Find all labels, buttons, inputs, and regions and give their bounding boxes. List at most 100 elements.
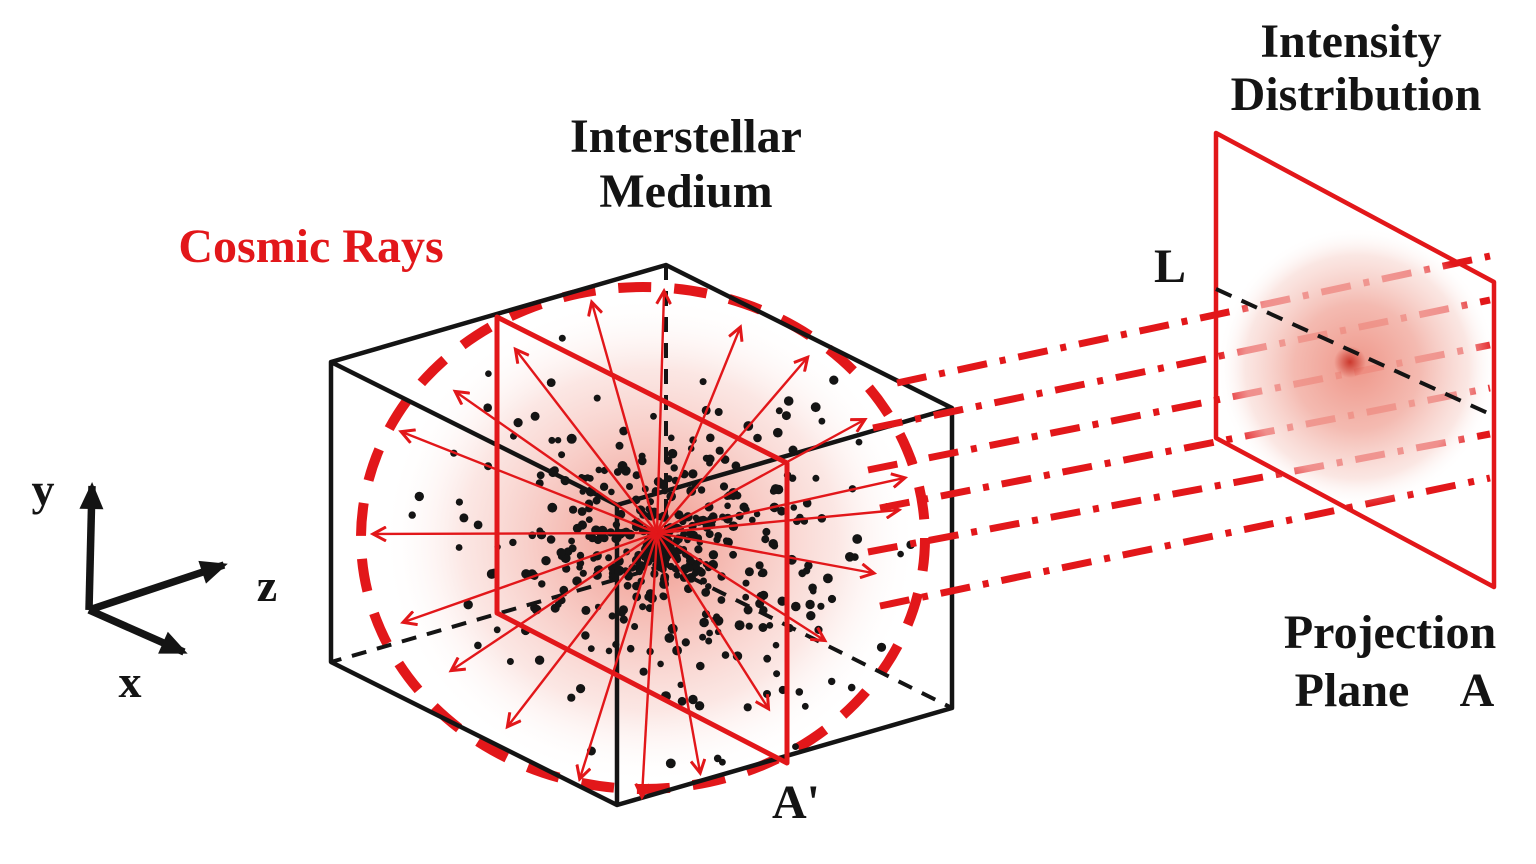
particle-dot [554, 601, 562, 608]
particle-dot [818, 417, 826, 425]
particle-dot [483, 403, 493, 413]
particle-dot [692, 562, 700, 570]
particle-dot [626, 483, 633, 490]
particle-dot [761, 535, 770, 544]
particle-dot [705, 637, 713, 645]
particle-dot [506, 658, 514, 665]
particle-dot [581, 631, 590, 640]
particle-dot [748, 516, 756, 524]
particle-dot [576, 551, 585, 560]
particle-dot [670, 464, 678, 472]
a-prime-label: A' [772, 776, 820, 829]
particle-dot [708, 550, 719, 560]
particle-dot [605, 647, 613, 655]
particle-dot [595, 466, 603, 474]
particle-dot [473, 520, 483, 530]
particle-dot [556, 548, 566, 558]
particle-dot [408, 511, 416, 519]
particle-dot [805, 599, 815, 610]
coordinate-axes: y z x [32, 464, 278, 707]
particle-dot [829, 375, 839, 385]
particle-dot [639, 603, 647, 611]
particle-dot [743, 605, 753, 615]
particle-dot [530, 411, 540, 421]
axis-x-label: x [119, 656, 142, 707]
particle-dot [615, 441, 624, 450]
particle-dot [742, 593, 750, 601]
particle-dot [558, 451, 566, 459]
particle-dot [631, 623, 639, 630]
projection-plane [1213, 130, 1497, 590]
particle-dot [795, 688, 804, 696]
particle-dot [688, 694, 698, 705]
particle-dot [547, 502, 558, 513]
length-l-label: L [1154, 240, 1186, 293]
particle-dot [828, 677, 836, 686]
particle-dot [638, 456, 647, 466]
particle-dot [463, 600, 473, 610]
particle-dot [677, 696, 687, 706]
particle-dot [619, 426, 629, 436]
particle-dot [713, 613, 721, 621]
particle-dot [593, 394, 601, 402]
particle-dot [827, 594, 837, 604]
cosmic-ray-arrows [374, 292, 904, 796]
particle-dot [664, 633, 675, 643]
particle-dot [541, 556, 551, 566]
particle-dot [804, 561, 813, 570]
particle-dot [724, 502, 731, 510]
particle-dot [534, 655, 545, 665]
particle-dot [705, 454, 715, 464]
particle-dot [753, 510, 761, 518]
particle-dot [657, 660, 664, 668]
particle-dot [743, 703, 752, 712]
particle-dot [493, 626, 501, 634]
intensity-distribution-label-line2: Distribution [1231, 68, 1482, 121]
interstellar-medium-label-line1: Interstellar [570, 110, 802, 163]
particle-dot [621, 466, 631, 476]
particle-dot [632, 471, 641, 480]
particle-dot [474, 641, 482, 650]
particle-dot [714, 408, 723, 416]
particle-dot [697, 516, 704, 523]
particle-dot [509, 538, 517, 547]
particle-dot [812, 474, 820, 482]
axis-y-arrow [79, 482, 104, 611]
particle-dot [650, 412, 657, 420]
particle-dot [670, 547, 679, 555]
particle-dot [758, 623, 768, 632]
particle-dot [584, 474, 591, 481]
projection-plane-label-line1: Projection [1284, 606, 1496, 659]
particle-dot [687, 530, 695, 538]
particle-dot [626, 644, 635, 653]
particle-dot [667, 448, 678, 459]
particle-dot [605, 554, 613, 562]
particle-dot [681, 638, 690, 647]
particle-dot [876, 642, 887, 652]
particle-dot [587, 645, 595, 652]
plane-diagonal-l-line [1215, 287, 1493, 417]
particle-dot [721, 651, 730, 659]
projection-plane-label-word-a: A [1460, 664, 1495, 717]
particle-dot [567, 693, 576, 702]
particle-dot [639, 667, 648, 676]
particle-dot [688, 469, 698, 479]
cosmic-rays-label: Cosmic Rays [178, 220, 443, 273]
particle-dot [705, 583, 712, 590]
particle-dot [763, 690, 771, 698]
particle-dot [701, 588, 711, 597]
particle-dot [538, 580, 546, 588]
particle-dot [558, 334, 566, 342]
particle-dot [694, 545, 703, 554]
particle-dot [766, 622, 774, 629]
particle-dot [851, 553, 859, 561]
particle-dot [455, 498, 463, 506]
particle-dot [817, 602, 825, 610]
particle-dot [773, 427, 783, 438]
particle-dot [699, 617, 709, 628]
particle-dot [459, 513, 469, 523]
particle-dot [772, 641, 780, 649]
intensity-distribution-label-line1: Intensity [1260, 15, 1441, 68]
particle-dot [521, 569, 531, 579]
